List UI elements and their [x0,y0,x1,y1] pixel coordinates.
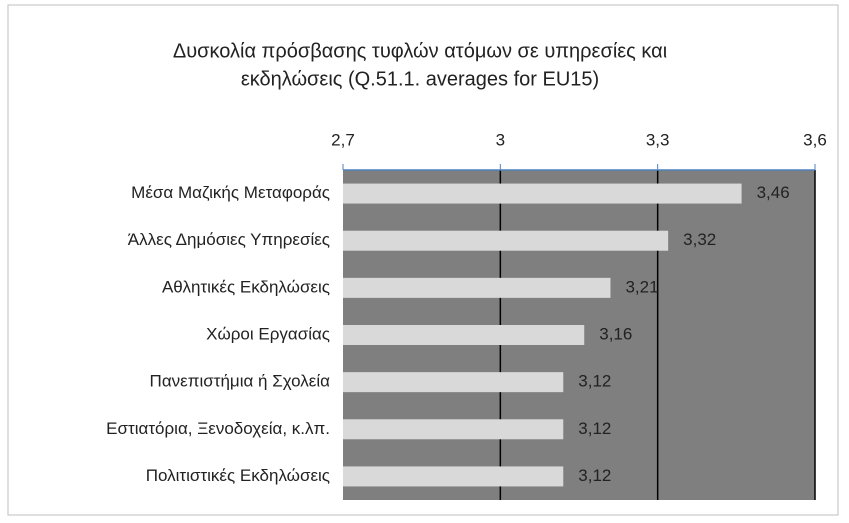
chart-title: εκδηλώσεις (Q.51.1. averages for EU15) [241,68,599,90]
data-label: 3,12 [578,372,611,391]
data-label: 3,46 [757,183,790,202]
x-tick-label: 2,7 [331,130,355,149]
bar [343,466,564,487]
bar [343,230,669,251]
y-tick-label: Χώροι Εργασίας [206,324,330,343]
data-label: 3,21 [625,277,658,296]
data-label: 3,12 [578,466,611,485]
data-label: 3,32 [683,230,716,249]
y-tick-label: Άλλες Δημόσιες Υπηρεσίες [128,230,330,249]
x-tick-label: 3 [496,130,505,149]
bar [343,419,564,440]
data-label: 3,16 [599,324,632,343]
y-tick-label: Πολιτιστικές Εκδηλώσεις [146,466,330,485]
y-tick-label: Αθλητικές Εκδηλώσεις [162,277,330,296]
data-label: 3,12 [578,419,611,438]
y-tick-label: Μέσα Μαζικής Μεταφοράς [131,183,330,202]
y-tick-label: Εστιατόρια, Ξενοδοχεία, κ.λπ. [106,419,330,438]
x-tick-label: 3,3 [646,130,670,149]
bar [343,372,564,393]
bar [343,183,742,204]
chart-title: Δυσκολία πρόσβασης τυφλών ατόμων σε υπηρ… [173,40,667,62]
x-tick-label: 3,6 [803,130,827,149]
bar [343,325,585,345]
bar [343,277,611,298]
y-tick-label: Πανεπιστήμια ή Σχολεία [150,372,331,391]
